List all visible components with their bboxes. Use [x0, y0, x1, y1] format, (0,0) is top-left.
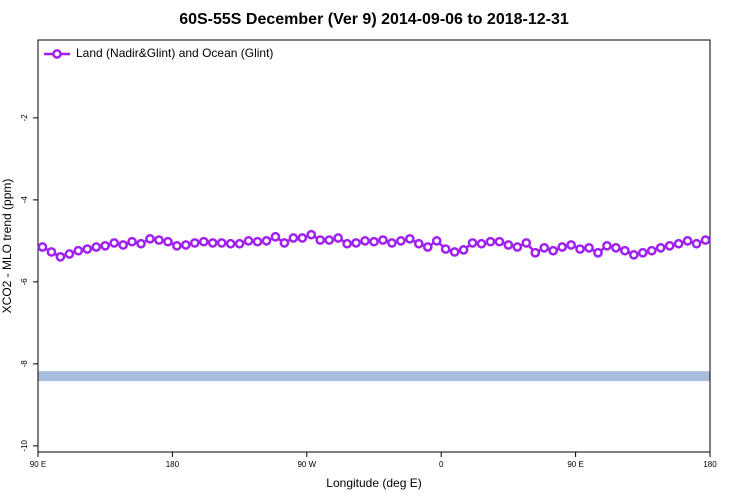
- data-point: [55, 252, 66, 262]
- x-tick-label: 90 W: [297, 460, 316, 469]
- data-point: [404, 233, 415, 244]
- data-point: [593, 247, 603, 258]
- data-point: [279, 238, 290, 248]
- data-point: [180, 240, 191, 250]
- data-point: [118, 240, 128, 250]
- data-point: [655, 242, 666, 253]
- data-point: [91, 242, 102, 252]
- data-point: [413, 238, 424, 249]
- x-tick-label: 180: [166, 460, 180, 469]
- data-point: [136, 238, 146, 249]
- data-point: [700, 235, 711, 245]
- data-point: [664, 240, 675, 251]
- data-point: [503, 240, 514, 250]
- data-point: [73, 245, 84, 256]
- y-tick-label: -10: [20, 440, 29, 452]
- data-point: [494, 236, 505, 247]
- data-point: [360, 236, 370, 246]
- data-point: [342, 238, 352, 249]
- y-tick-label: -6: [20, 278, 29, 286]
- data-point: [270, 231, 281, 242]
- data-point: [637, 247, 648, 258]
- data-point: [548, 245, 559, 256]
- data-point: [145, 233, 155, 244]
- data-point: [234, 238, 245, 249]
- data-point: [512, 242, 523, 252]
- data-point: [82, 244, 93, 254]
- data-point: [387, 238, 397, 248]
- data-point: [46, 247, 57, 257]
- x-tick-label: 180: [703, 460, 717, 469]
- y-tick-label: -4: [20, 196, 29, 204]
- data-point: [216, 238, 227, 248]
- data-point: [691, 238, 702, 249]
- data-point: [37, 242, 48, 252]
- data-point: [306, 229, 317, 240]
- data-point: [261, 236, 272, 246]
- data-point: [225, 238, 236, 249]
- data-point: [396, 236, 406, 246]
- reference-band: [38, 371, 710, 382]
- data-point: [620, 245, 630, 256]
- data-point: [127, 236, 137, 247]
- data-point: [566, 240, 576, 250]
- legend-label: Land (Nadir&Glint) and Ocean (Glint): [76, 46, 273, 60]
- data-point: [207, 238, 218, 248]
- data-point: [476, 238, 487, 249]
- data-point: [458, 245, 469, 255]
- chart-title: 60S-55S December (Ver 9) 2014-09-06 to 2…: [179, 11, 569, 28]
- y-tick-label: -2: [20, 114, 29, 122]
- legend-marker: [52, 49, 62, 59]
- data-point: [243, 236, 254, 246]
- data-point: [198, 236, 209, 247]
- data-point: [154, 235, 164, 245]
- x-axis-label: Longitude (deg E): [326, 476, 421, 490]
- data-point: [440, 244, 451, 254]
- data-point: [324, 235, 335, 245]
- data-point: [109, 238, 120, 248]
- data-point: [378, 235, 388, 245]
- y-tick-label: -8: [20, 360, 29, 368]
- data-point: [449, 247, 460, 257]
- data-point: [172, 240, 182, 251]
- data-point: [611, 242, 621, 253]
- y-axis-label: XCO2 - MLO trend (ppm): [0, 179, 14, 314]
- data-point: [333, 233, 344, 243]
- data-point: [628, 249, 639, 260]
- data-point: [189, 238, 200, 248]
- data-point: [521, 238, 532, 248]
- data-point: [100, 240, 111, 251]
- x-tick-label: 0: [439, 460, 444, 469]
- data-point: [557, 242, 568, 252]
- data-point: [431, 236, 442, 246]
- data-point: [422, 242, 433, 252]
- data-point: [682, 236, 693, 246]
- data-point: [584, 242, 594, 253]
- data-point: [163, 236, 173, 247]
- data-point: [530, 247, 541, 258]
- data-point: [602, 240, 612, 251]
- data-point: [485, 236, 496, 247]
- data-point: [539, 242, 550, 253]
- data-point: [351, 238, 361, 248]
- data-point: [252, 236, 263, 247]
- data-point: [646, 245, 657, 256]
- x-tick-label: 90 E: [567, 460, 583, 469]
- data-point: [575, 244, 585, 254]
- data-point: [288, 233, 299, 243]
- data-point: [369, 236, 379, 247]
- data-point: [673, 238, 684, 249]
- data-point: [64, 249, 75, 259]
- data-point: [297, 233, 308, 243]
- x-tick-label: 90 E: [30, 460, 46, 469]
- data-point: [467, 238, 478, 248]
- data-point: [315, 235, 326, 245]
